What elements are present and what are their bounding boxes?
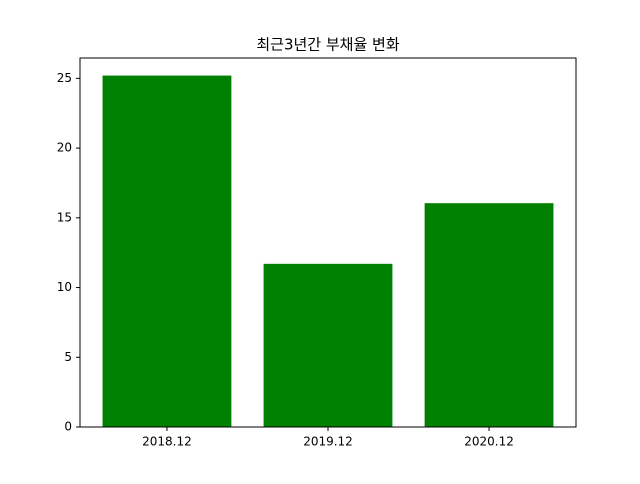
bar [263,263,393,427]
y-tick-label: 15 [57,210,72,224]
y-tick-label: 20 [57,141,72,155]
y-tick-label: 10 [57,280,72,294]
bar [424,203,554,427]
x-tick-label: 2019.12 [303,435,353,449]
plot-frame [79,57,577,428]
x-tick-label: 2018.12 [142,435,192,449]
y-tick-label: 5 [64,350,72,364]
y-tick-label: 0 [64,420,72,434]
chart-title: 최근3년간 부채율 변화 [256,36,399,54]
y-tick-label: 25 [57,71,72,85]
bar [102,75,232,428]
x-tick-label: 2020.12 [464,435,514,449]
